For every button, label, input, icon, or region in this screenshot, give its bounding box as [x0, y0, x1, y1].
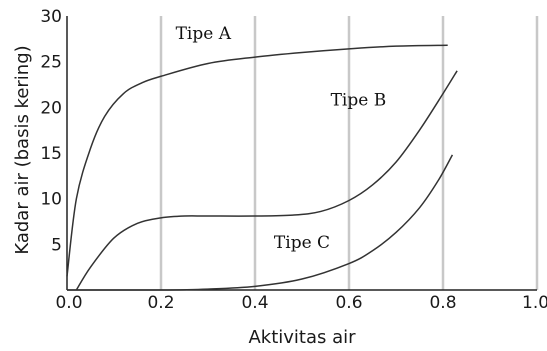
- series-label-tipe-c: Tipe C: [274, 233, 330, 253]
- x-tick-label-0: 0.0: [55, 293, 82, 313]
- x-tick-label-3: 0.6: [335, 293, 362, 313]
- y-tick-labels: 5 10 15 20 25 30: [40, 7, 62, 255]
- y-tick-label-5: 30: [40, 7, 62, 27]
- x-tick-label-2: 0.4: [241, 293, 268, 313]
- y-tick-label-0: 5: [51, 235, 62, 255]
- x-tick-label-1: 0.2: [147, 293, 174, 313]
- y-tick-label-3: 20: [40, 98, 62, 118]
- grid-lines: [159, 16, 539, 290]
- y-axis-title: Kadar air (basis kering): [12, 45, 33, 254]
- series-lines: [66, 44, 458, 291]
- x-axis-title: Aktivitas air: [248, 327, 356, 348]
- series-line-tipe-b: [75, 70, 458, 291]
- y-tick-label-4: 25: [40, 53, 62, 73]
- series-line-tipe-c: [66, 154, 454, 291]
- x-tick-label-4: 0.8: [429, 293, 456, 313]
- series-label-tipe-a: Tipe A: [176, 24, 232, 44]
- y-tick-label-1: 10: [40, 190, 62, 210]
- x-tick-labels: 0.0 0.2 0.4 0.6 0.8 1.0: [55, 293, 547, 313]
- series-label-tipe-b: Tipe B: [331, 91, 387, 111]
- series-line-tipe-a: [66, 44, 448, 277]
- y-tick-label-2: 15: [40, 144, 62, 164]
- x-tick-label-5: 1.0: [522, 293, 547, 313]
- series-labels: Tipe A Tipe B Tipe C: [176, 24, 387, 253]
